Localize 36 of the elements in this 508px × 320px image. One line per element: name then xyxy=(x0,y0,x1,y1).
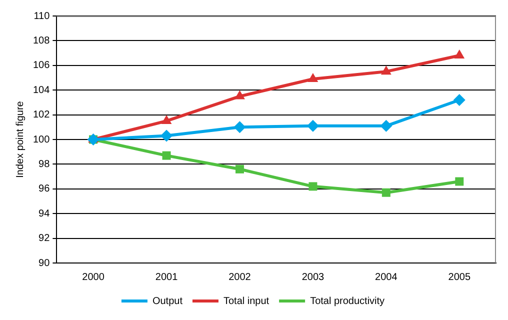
y-tick-label: 108 xyxy=(32,35,50,46)
y-tick-label: 92 xyxy=(38,233,50,244)
y-tick-label: 98 xyxy=(38,158,50,170)
y-tick-label: 106 xyxy=(32,60,50,72)
point xyxy=(306,120,319,132)
point xyxy=(234,121,246,134)
y-tick-label: 102 xyxy=(32,110,50,121)
y-tick-label: 90 xyxy=(38,258,50,269)
point xyxy=(162,151,171,160)
point xyxy=(454,50,465,59)
point xyxy=(308,72,318,82)
point xyxy=(380,120,392,132)
x-tick-label: 2005 xyxy=(448,272,471,283)
y-axis-title: Index point figure xyxy=(14,100,26,178)
point xyxy=(235,164,244,174)
legend-label: Total productivity xyxy=(310,296,385,307)
x-tick-label: 2000 xyxy=(82,272,105,283)
y-tick-label: 94 xyxy=(38,208,50,220)
x-tick-label: 2002 xyxy=(228,272,252,283)
x-tick-label: 2003 xyxy=(302,272,325,283)
legend-label: Output xyxy=(152,296,183,307)
y-tick-label: 100 xyxy=(32,134,50,146)
point xyxy=(455,177,464,186)
y-tick-label: 96 xyxy=(38,184,50,195)
point xyxy=(380,66,392,75)
point xyxy=(234,90,245,100)
point xyxy=(453,94,466,106)
y-tick-label: 110 xyxy=(34,10,50,22)
x-tick-label: 2001 xyxy=(155,272,178,283)
point xyxy=(161,114,172,124)
y-tick-label: 104 xyxy=(32,84,50,96)
x-tick-label: 2004 xyxy=(375,272,398,283)
point xyxy=(308,182,318,191)
point xyxy=(160,130,173,142)
point xyxy=(382,188,390,197)
legend-label: Total input xyxy=(223,296,270,307)
